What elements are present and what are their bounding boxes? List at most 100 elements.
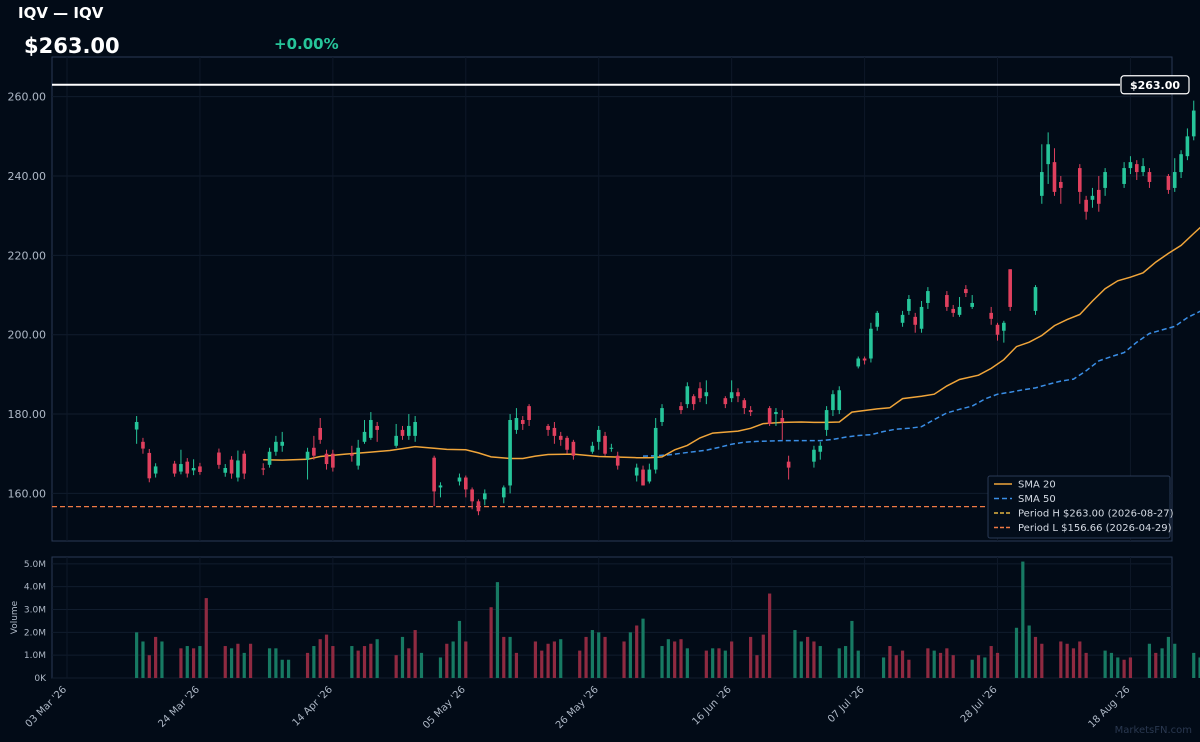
volume-bar [635, 625, 639, 678]
volume-bar [856, 650, 860, 678]
candle [546, 423, 550, 436]
candle [869, 322, 873, 363]
candle [919, 300, 924, 333]
candle-body [1046, 144, 1050, 165]
candle [571, 439, 576, 460]
last-price-tag: $263.00 [1120, 75, 1190, 95]
price-tick-label: 180.00 [8, 408, 47, 421]
candle-body [907, 299, 911, 311]
price-tick-label: 220.00 [8, 249, 47, 262]
volume-bar [445, 643, 449, 678]
volume-bar [1027, 625, 1031, 678]
candle [1033, 285, 1038, 315]
volume-tick-label: 3.0M [24, 606, 46, 616]
candle-body [647, 469, 652, 482]
volume-bar [274, 648, 278, 678]
candle [1046, 132, 1050, 184]
volume-bar [1116, 657, 1120, 678]
candle-body [609, 447, 614, 449]
candle [875, 310, 880, 331]
candle [615, 451, 620, 470]
volume-bar [267, 648, 272, 678]
volume-bar [318, 639, 322, 678]
volume-bar [559, 639, 563, 678]
candle-body [875, 312, 880, 327]
volume-bar [755, 655, 759, 678]
candle [482, 489, 487, 506]
x-tick-label: 07 Jul '26 [826, 684, 867, 725]
x-tick-label: 18 Aug '26 [1087, 684, 1133, 730]
volume-bar [1154, 652, 1158, 678]
candle [1008, 269, 1012, 311]
candle [609, 443, 614, 452]
candle-body [369, 420, 373, 438]
candle-body [223, 468, 228, 473]
candle-body [603, 435, 607, 454]
volume-bar [552, 641, 557, 678]
volume-bar [419, 652, 424, 678]
volume-bar [1059, 641, 1063, 678]
candle [312, 435, 316, 460]
candle-body [179, 464, 183, 472]
x-tick-label: 03 Mar '26 [24, 684, 70, 730]
volume-bar [881, 657, 886, 678]
volume-bar [907, 659, 911, 678]
candle-body [147, 452, 152, 479]
candle [362, 420, 367, 444]
volume-bar [1198, 657, 1200, 678]
candle [926, 287, 930, 309]
candle [369, 412, 373, 440]
candle [470, 487, 474, 510]
volume-bar [793, 630, 797, 678]
volume-bar [179, 648, 183, 678]
volume-bar [204, 598, 208, 678]
candle-body [407, 425, 411, 436]
candle [837, 386, 842, 415]
candle [501, 485, 506, 504]
legend-label: Period H $263.00 (2026-08-27) [1018, 509, 1174, 520]
price-tick-label: 160.00 [8, 487, 47, 500]
volume-bar [185, 646, 189, 678]
volume-bar [932, 650, 936, 678]
candle-body [229, 459, 234, 474]
candle [1128, 156, 1133, 175]
candle [400, 425, 405, 440]
candle-body [679, 406, 683, 411]
volume-bar [597, 632, 601, 678]
candle-body [1179, 154, 1183, 173]
candle-body [964, 289, 968, 294]
candle [280, 431, 285, 452]
legend-label: SMA 50 [1018, 494, 1056, 505]
candle [818, 441, 823, 460]
candle-body [1059, 181, 1063, 188]
candle [350, 445, 354, 462]
candle-body [172, 463, 177, 474]
candle-body [261, 468, 266, 470]
candle-body [1166, 176, 1171, 190]
volume-bar [622, 641, 626, 678]
candle-body [1090, 195, 1095, 200]
candle-body [457, 477, 462, 482]
candle [780, 410, 785, 440]
volume-bar [489, 607, 493, 678]
candle [331, 449, 335, 472]
volume-bar [223, 646, 227, 678]
price-change: +0.00% [274, 35, 339, 53]
volume-bar [1192, 652, 1196, 678]
candle [527, 404, 531, 426]
candle-body [470, 489, 474, 502]
candle [736, 388, 740, 403]
volume-bar [926, 648, 930, 678]
candle-body [831, 394, 835, 411]
candle-body [698, 388, 702, 399]
candle [520, 416, 525, 430]
candle-body [400, 429, 405, 436]
candle [305, 447, 310, 480]
volume-bar [375, 639, 379, 678]
volume-bar [666, 639, 670, 678]
price-panel [51, 56, 1173, 542]
candle [261, 463, 266, 476]
volume-bar [141, 641, 145, 678]
sma50-line [642, 310, 1200, 457]
